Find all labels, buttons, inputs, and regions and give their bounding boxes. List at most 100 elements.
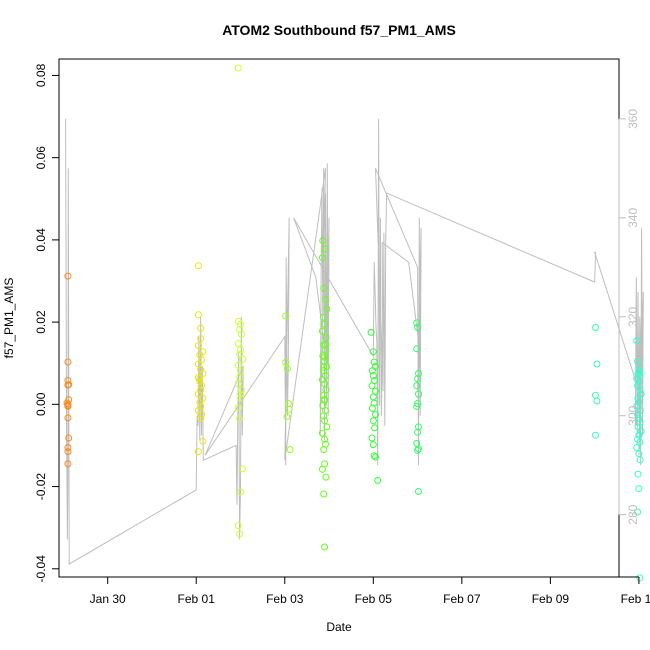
data-point	[636, 367, 644, 375]
data-point	[197, 386, 205, 394]
y-axis: -0.04 -0.02 0.00 0.02 0.04 0.06 0.08	[34, 63, 60, 583]
data-point	[283, 365, 291, 373]
data-point	[320, 412, 328, 420]
data-point	[234, 64, 242, 72]
data-point	[370, 358, 378, 366]
data-point	[635, 398, 643, 406]
data-point	[234, 522, 242, 530]
data-point	[65, 434, 73, 442]
data-point	[368, 404, 376, 412]
data-point	[636, 419, 644, 427]
data-point	[239, 465, 247, 473]
data-point	[64, 358, 72, 366]
series-cluster7	[413, 319, 422, 495]
data-point	[197, 335, 205, 343]
data-point	[318, 327, 326, 335]
series-cluster8	[592, 324, 601, 439]
data-point	[634, 470, 642, 478]
data-point	[320, 490, 328, 498]
y2-tick-label: 320	[626, 306, 640, 326]
data-point	[635, 485, 643, 493]
data-point	[234, 340, 242, 347]
data-point	[198, 382, 205, 390]
data-point	[64, 444, 72, 451]
data-point	[368, 382, 376, 390]
data-point	[283, 413, 291, 421]
data-point	[321, 417, 329, 425]
data-point	[636, 386, 644, 394]
data-point	[282, 358, 290, 366]
data-point	[65, 381, 73, 389]
data-point	[234, 380, 242, 388]
data-point	[636, 456, 644, 464]
data-point	[197, 324, 205, 332]
data-point	[414, 400, 422, 407]
data-point	[636, 438, 644, 446]
data-point	[194, 390, 202, 398]
data-point	[285, 405, 293, 413]
y-tick-label: -0.02	[34, 473, 48, 501]
data-point	[414, 375, 422, 383]
series-cluster4	[282, 312, 294, 454]
series-cluster5	[318, 237, 331, 551]
data-point	[319, 237, 327, 245]
data-point	[194, 311, 202, 319]
data-point	[194, 262, 202, 270]
data-point	[199, 370, 207, 377]
data-point	[197, 415, 205, 423]
data-point	[236, 530, 244, 538]
data-point	[196, 378, 204, 386]
data-point	[413, 319, 421, 327]
data-point	[592, 431, 599, 439]
data-point	[318, 429, 326, 437]
data-point	[322, 473, 330, 481]
data-point	[199, 437, 207, 445]
y-axis-right: 280 300 320 340 360	[618, 109, 640, 525]
data-point	[318, 254, 326, 262]
data-point	[321, 543, 329, 551]
data-point	[635, 378, 643, 386]
data-point	[414, 446, 422, 454]
data-point	[237, 386, 245, 394]
data-point	[239, 355, 247, 363]
data-point	[197, 365, 205, 373]
x-tick-label: Feb 01	[178, 592, 216, 606]
data-point	[636, 574, 644, 582]
y-tick-label: -0.04	[34, 555, 48, 583]
y-tick-label: 0.06	[34, 146, 48, 170]
data-point	[237, 346, 244, 354]
y2-tick-label: 360	[626, 109, 640, 129]
data-point	[197, 402, 205, 410]
data-point	[286, 446, 294, 454]
plot-frame	[58, 58, 620, 578]
data-point	[634, 394, 642, 402]
data-point	[322, 334, 330, 342]
data-point	[369, 441, 377, 449]
data-point	[634, 357, 642, 365]
data-point	[64, 414, 72, 422]
data-points	[63, 64, 645, 582]
data-point	[64, 400, 72, 408]
data-point	[415, 390, 422, 398]
data-point	[237, 367, 244, 375]
data-point	[633, 337, 641, 345]
data-point	[634, 382, 642, 390]
data-point	[237, 330, 245, 338]
data-point	[369, 417, 377, 425]
y-tick-label: 0.04	[34, 228, 48, 252]
data-point	[322, 341, 329, 349]
y-tick-label: 0.08	[34, 63, 48, 87]
y-axis-label: f57_PM1_AMS	[2, 278, 16, 359]
y2-tick-label: 300	[626, 405, 640, 425]
data-point	[413, 345, 421, 353]
x-tick-label: Feb 09	[532, 592, 570, 606]
data-point	[318, 376, 326, 384]
data-point	[323, 423, 331, 431]
data-point	[415, 370, 422, 377]
data-point	[64, 272, 72, 280]
data-point	[237, 394, 244, 402]
data-point	[236, 415, 244, 423]
data-point	[196, 375, 204, 383]
data-point	[593, 360, 601, 368]
